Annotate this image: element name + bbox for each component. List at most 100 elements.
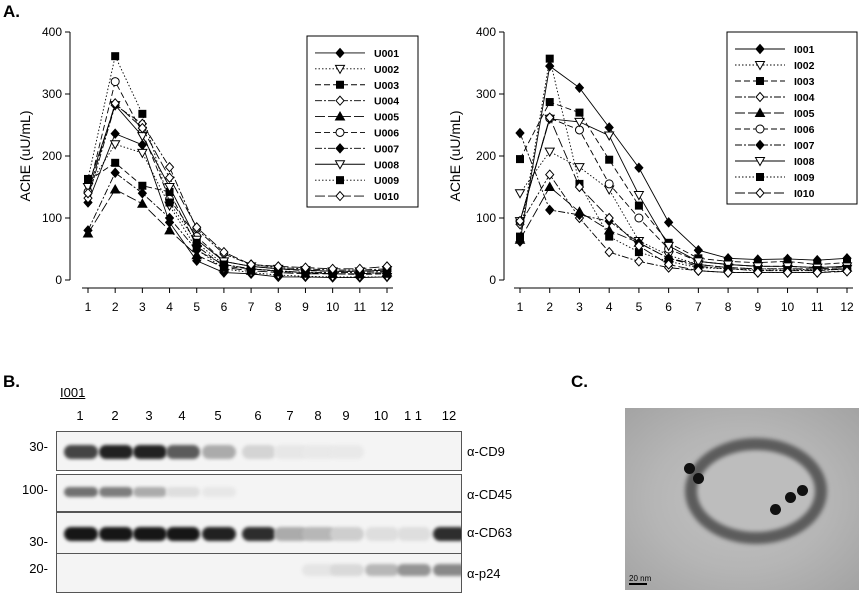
data-point xyxy=(604,246,614,258)
data-point xyxy=(723,267,733,278)
blot-band xyxy=(99,445,133,459)
blot-band xyxy=(365,564,399,576)
data-point xyxy=(165,198,174,207)
y-axis-label: AChE (uU/mL) xyxy=(17,110,33,201)
data-point xyxy=(515,127,525,139)
legend-marker xyxy=(334,160,346,170)
blot-band xyxy=(274,445,308,459)
blot-band xyxy=(64,445,98,459)
lane-number: 6 xyxy=(254,408,262,423)
legend-marker xyxy=(334,111,346,121)
blot-band xyxy=(330,527,364,541)
x-tick-label: 7 xyxy=(695,300,702,314)
data-point xyxy=(545,60,555,72)
series-line xyxy=(519,58,848,271)
legend-marker xyxy=(755,124,765,134)
legend-marker xyxy=(336,176,344,185)
legend-label: U009 xyxy=(374,175,399,187)
y-tick-label: 0 xyxy=(55,273,62,287)
data-point xyxy=(192,222,202,233)
data-point xyxy=(516,232,524,241)
legend-label: I003 xyxy=(794,76,815,88)
blot-band xyxy=(99,487,133,497)
data-point xyxy=(137,187,148,199)
x-tick-label: 12 xyxy=(380,300,394,314)
gold-particle xyxy=(684,463,695,474)
data-point xyxy=(111,158,120,167)
blot-band xyxy=(202,445,236,459)
legend-label: I005 xyxy=(794,108,815,120)
legend-label: I006 xyxy=(794,124,815,136)
legend-label: I004 xyxy=(794,92,815,104)
data-point xyxy=(164,161,175,173)
data-point xyxy=(164,224,175,235)
antibody-label: α-p24 xyxy=(467,566,501,581)
data-point xyxy=(164,172,175,183)
data-point xyxy=(544,147,556,158)
data-point xyxy=(110,77,120,87)
legend: I001 I002 I003 I004 I005 I006 I007 I008 I009 I010 xyxy=(726,31,858,205)
x-tick-label: 9 xyxy=(754,300,761,314)
panel-label-b: B. xyxy=(3,372,20,391)
y-tick-label: 100 xyxy=(476,211,496,225)
data-point xyxy=(605,232,614,241)
legend-box xyxy=(306,35,419,208)
legend-label: I008 xyxy=(794,156,815,168)
legend-marker xyxy=(755,43,765,55)
lane-number: 1 1 xyxy=(403,408,423,423)
data-point xyxy=(109,140,121,150)
x-tick-label: 1 xyxy=(517,300,524,314)
data-point xyxy=(604,179,614,189)
x-tick-label: 12 xyxy=(840,300,854,314)
legend-marker xyxy=(755,139,765,151)
blot-band xyxy=(397,527,431,541)
blot-band xyxy=(166,527,200,541)
data-point xyxy=(634,201,643,210)
series-line xyxy=(519,186,848,270)
legend-label: U001 xyxy=(374,48,399,60)
data-point xyxy=(545,112,555,123)
data-point xyxy=(634,240,644,252)
data-point xyxy=(164,183,175,193)
y-tick-label: 300 xyxy=(476,87,496,101)
data-point xyxy=(545,54,554,63)
data-point xyxy=(693,265,704,276)
blot-band xyxy=(133,445,167,459)
blot-band xyxy=(166,487,200,497)
lane-number: 12 xyxy=(441,408,457,423)
y-axis-label: AChE (uU/mL) xyxy=(447,110,463,201)
x-tick-label: 4 xyxy=(166,300,173,314)
series-line xyxy=(87,104,388,272)
x-tick-label: 5 xyxy=(193,300,200,314)
x-tick-label: 8 xyxy=(275,300,282,314)
blot-band xyxy=(99,527,133,541)
blot-band xyxy=(166,445,200,459)
y-tick-label: 0 xyxy=(489,273,496,287)
legend-label: I001 xyxy=(794,44,815,56)
series-I010 xyxy=(515,112,852,278)
blot-band xyxy=(433,564,461,576)
x-tick-label: 2 xyxy=(112,300,119,314)
y-tick-label: 400 xyxy=(42,25,62,39)
data-point xyxy=(110,98,120,109)
mw-marker: 30- xyxy=(29,439,48,454)
series-line xyxy=(519,116,848,274)
mw-marker: 100- xyxy=(21,482,48,497)
data-point xyxy=(192,244,202,256)
legend-label: U005 xyxy=(374,112,399,124)
x-tick-label: 3 xyxy=(576,300,583,314)
x-tick-label: 9 xyxy=(302,300,309,314)
series-line xyxy=(519,65,848,261)
data-point xyxy=(605,155,614,164)
legend-label: I002 xyxy=(794,60,815,72)
legend-marker xyxy=(335,190,345,202)
mw-marker: 30- xyxy=(29,534,48,549)
data-point xyxy=(111,52,120,61)
blot-band xyxy=(64,527,98,541)
data-point xyxy=(83,187,93,199)
legend-box xyxy=(726,31,858,205)
series-line xyxy=(87,54,388,275)
legend-marker xyxy=(335,143,345,154)
lane-number: 4 xyxy=(178,408,186,423)
gold-particle xyxy=(785,492,796,503)
